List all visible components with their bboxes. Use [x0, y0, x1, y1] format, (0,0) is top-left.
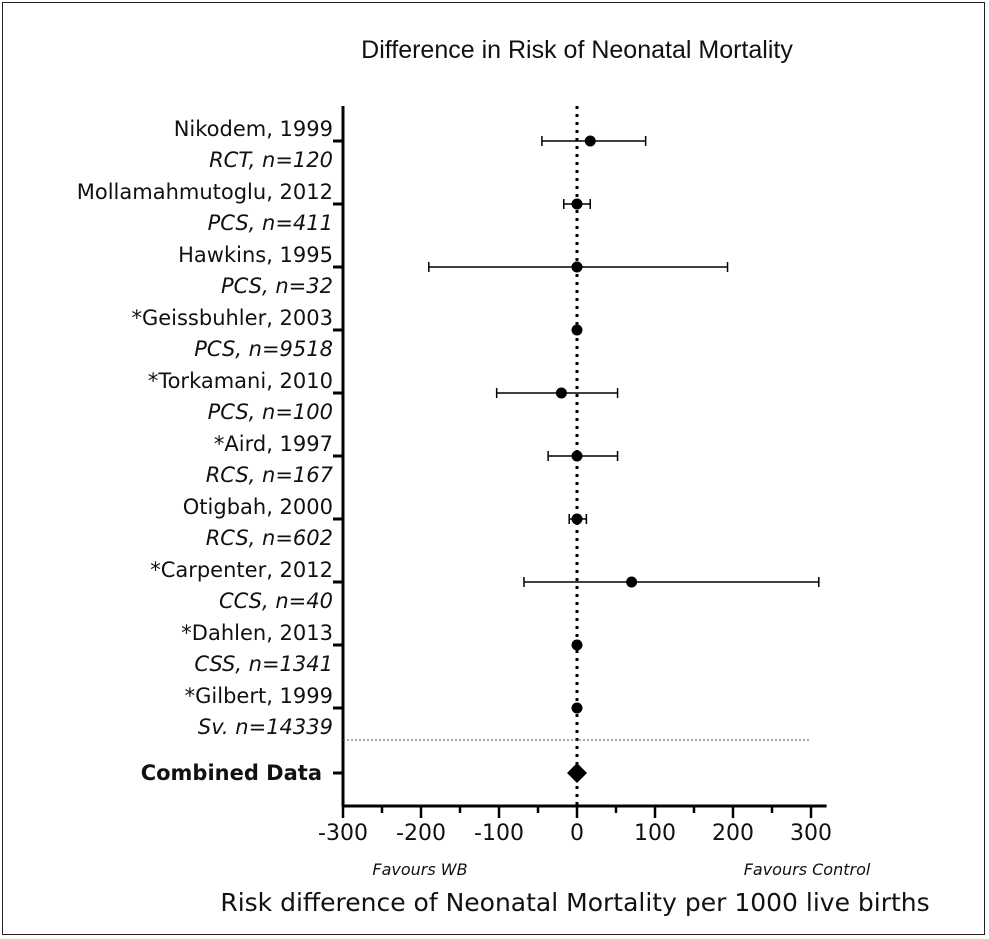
point-estimate — [571, 261, 583, 273]
study-name: *Gilbert, 1999 — [185, 684, 333, 708]
point-estimate — [584, 135, 596, 147]
study-name: *Aird, 1997 — [214, 432, 333, 456]
study-name: *Carpenter, 2012 — [150, 558, 333, 582]
point-estimate — [571, 450, 583, 462]
x-tick-label: 100 — [634, 821, 676, 846]
study-design: CCS, n=40 — [219, 589, 333, 613]
study-name: *Dahlen, 2013 — [181, 621, 333, 645]
point-estimate — [626, 576, 638, 588]
chart-title: Difference in Risk of Neonatal Mortality — [361, 36, 793, 64]
point-estimate — [571, 702, 583, 714]
x-tick-label: -100 — [474, 821, 524, 846]
study-name: Otigbah, 2000 — [183, 495, 333, 519]
point-estimate — [555, 387, 567, 399]
study-design: PCS, n=411 — [208, 211, 333, 235]
study-name: Nikodem, 1999 — [174, 117, 333, 141]
x-tick-label: 200 — [712, 821, 754, 846]
study-name: *Torkamani, 2010 — [148, 369, 333, 393]
study-design: PCS, n=9518 — [194, 337, 333, 361]
study-design: RCS, n=167 — [206, 463, 334, 487]
combined-label: Combined Data — [141, 761, 322, 785]
study-name: Hawkins, 1995 — [178, 243, 333, 267]
study-design: RCS, n=602 — [206, 526, 333, 550]
x-tick-label: -200 — [396, 821, 446, 846]
point-estimate — [571, 513, 583, 525]
study-design: RCT, n=120 — [209, 148, 333, 172]
x-tick-label: 300 — [790, 821, 832, 846]
x-tick-label: 0 — [570, 821, 584, 846]
point-estimate — [571, 198, 583, 210]
x-tick-label: -300 — [318, 821, 368, 846]
point-estimate — [571, 324, 583, 336]
favours-left-label: Favours WB — [372, 860, 467, 879]
study-design: PCS, n=32 — [221, 274, 333, 298]
study-design: PCS, n=100 — [208, 400, 333, 424]
study-name: Mollamahmutoglu, 2012 — [77, 180, 333, 204]
combined-diamond — [567, 763, 587, 783]
point-estimate — [571, 639, 583, 651]
study-design: CSS, n=1341 — [194, 652, 333, 676]
x-axis-label: Risk difference of Neonatal Mortality pe… — [220, 888, 929, 917]
study-name: *Geissbuhler, 2003 — [131, 306, 333, 330]
study-design: Sv. n=14339 — [198, 715, 333, 739]
favours-right-label: Favours Control — [744, 860, 871, 879]
